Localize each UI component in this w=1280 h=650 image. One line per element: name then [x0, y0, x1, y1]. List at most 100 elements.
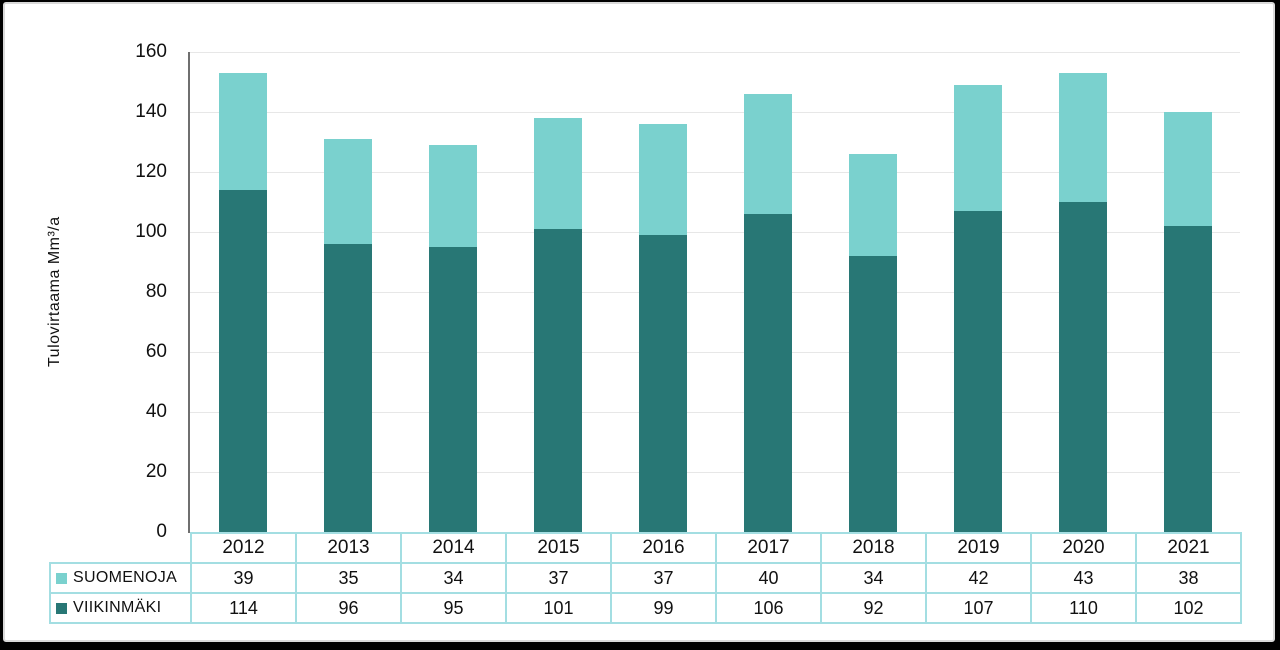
bar-stack	[428, 145, 477, 532]
bar-segment-suomenoja-2020	[1058, 73, 1107, 202]
value-cell: 101	[505, 592, 612, 624]
y-tick-label: 20	[145, 461, 167, 482]
value-cell: 106	[715, 592, 822, 624]
y-tick-label: 100	[135, 221, 167, 242]
y-axis-tick-labels: 160 140 120 100 80 60 40 20 0	[105, 41, 177, 542]
gridline	[190, 352, 1240, 353]
bar-column-2013	[295, 52, 400, 532]
value-cell: 34	[820, 562, 927, 594]
value-cell: 40	[715, 562, 822, 594]
bar-segment-viikinmäki-2020	[1058, 202, 1107, 532]
series-label-cell-suomenoja: SUOMENOJA	[49, 562, 192, 594]
y-tick-label: 80	[145, 281, 167, 302]
bar-stack	[848, 154, 897, 532]
bar-segment-viikinmäki-2012	[218, 190, 267, 532]
bar-segment-suomenoja-2017	[743, 94, 792, 214]
year-header-cell: 2017	[715, 532, 822, 564]
value-cell: 96	[295, 592, 402, 624]
gridline	[190, 172, 1240, 173]
gridline	[190, 52, 1240, 53]
table-corner-cell	[50, 533, 191, 563]
value-cell: 35	[295, 562, 402, 594]
bar-stack	[1058, 73, 1107, 532]
value-cell: 38	[1135, 562, 1242, 594]
bar-column-2015	[505, 52, 610, 532]
bar-stack	[953, 85, 1002, 532]
bar-segment-suomenoja-2021	[1163, 112, 1212, 226]
value-cell: 95	[400, 592, 507, 624]
value-cell: 43	[1030, 562, 1137, 594]
bar-column-2021	[1135, 52, 1240, 532]
bar-stack	[1163, 112, 1212, 532]
value-cell: 99	[610, 592, 717, 624]
bar-segment-viikinmäki-2016	[638, 235, 687, 532]
year-header-cell: 2019	[925, 532, 1032, 564]
bar-stack	[638, 124, 687, 532]
bar-column-2019	[925, 52, 1030, 532]
bar-segment-suomenoja-2019	[953, 85, 1002, 211]
year-header-cell: 2015	[505, 532, 612, 564]
series-name: VIIKINMÄKI	[73, 599, 162, 616]
bar-segment-suomenoja-2013	[323, 139, 372, 244]
gridline	[190, 232, 1240, 233]
y-tick-label: 40	[145, 401, 167, 422]
year-header-cell: 2020	[1030, 532, 1137, 564]
series-label-cell-viikinmäki: VIIKINMÄKI	[49, 592, 192, 624]
bar-segment-viikinmäki-2014	[428, 247, 477, 532]
value-cell: 34	[400, 562, 507, 594]
value-cell: 37	[610, 562, 717, 594]
year-header-cell: 2014	[400, 532, 507, 564]
year-header-cell: 2016	[610, 532, 717, 564]
year-header-cell: 2013	[295, 532, 402, 564]
value-cell: 39	[190, 562, 297, 594]
bar-stack	[218, 73, 267, 532]
bar-stack	[743, 94, 792, 532]
legend-key-viikinmäki-icon	[56, 602, 67, 614]
bar-column-2017	[715, 52, 820, 532]
year-header-cell: 2012	[190, 532, 297, 564]
bar-segment-suomenoja-2016	[638, 124, 687, 235]
y-tick-label: 140	[135, 101, 167, 122]
plot-area	[190, 52, 1240, 532]
bar-column-2020	[1030, 52, 1135, 532]
y-axis-line	[188, 52, 190, 533]
value-cell: 114	[190, 592, 297, 624]
gridline	[190, 472, 1240, 473]
bar-column-2012	[190, 52, 295, 532]
y-axis-title: Tulovirtaama Mm³/a	[46, 216, 63, 368]
bar-segment-viikinmäki-2015	[533, 229, 582, 532]
data-table: 2012 2013 2014 2015 2016 2017 2018 2019 2020 2021…	[49, 532, 1242, 624]
value-cell: 102	[1135, 592, 1242, 624]
value-cell: 42	[925, 562, 1032, 594]
bar-segment-viikinmäki-2018	[848, 256, 897, 532]
bar-column-2016	[610, 52, 715, 532]
bar-segment-viikinmäki-2017	[743, 214, 792, 532]
y-tick-label: 120	[135, 161, 167, 182]
chart-card: Tulovirtaama Mm³/a 160 140 120 100 80 60 40 20 0…	[3, 2, 1275, 642]
y-tick-label: 160	[135, 41, 167, 62]
bar-stack	[533, 118, 582, 532]
bar-segment-suomenoja-2014	[428, 145, 477, 247]
bar-stack	[323, 139, 372, 532]
value-cell: 37	[505, 562, 612, 594]
bar-segment-viikinmäki-2019	[953, 211, 1002, 532]
legend-key-suomenoja-icon	[56, 572, 67, 584]
series-name: SUOMENOJA	[73, 569, 178, 586]
y-tick-label: 0	[156, 521, 167, 542]
gridline	[190, 292, 1240, 293]
bar-segment-suomenoja-2012	[218, 73, 267, 190]
bar-column-2014	[400, 52, 505, 532]
value-cell: 110	[1030, 592, 1137, 624]
year-header-cell: 2021	[1135, 532, 1242, 564]
year-header-cell: 2018	[820, 532, 927, 564]
value-cell: 92	[820, 592, 927, 624]
y-tick-label: 60	[145, 341, 167, 362]
bar-column-2018	[820, 52, 925, 532]
bar-segment-viikinmäki-2013	[323, 244, 372, 532]
bar-segment-suomenoja-2015	[533, 118, 582, 229]
bar-segment-suomenoja-2018	[848, 154, 897, 256]
value-cell: 107	[925, 592, 1032, 624]
gridline	[190, 112, 1240, 113]
gridline	[190, 412, 1240, 413]
bar-segment-viikinmäki-2021	[1163, 226, 1212, 532]
